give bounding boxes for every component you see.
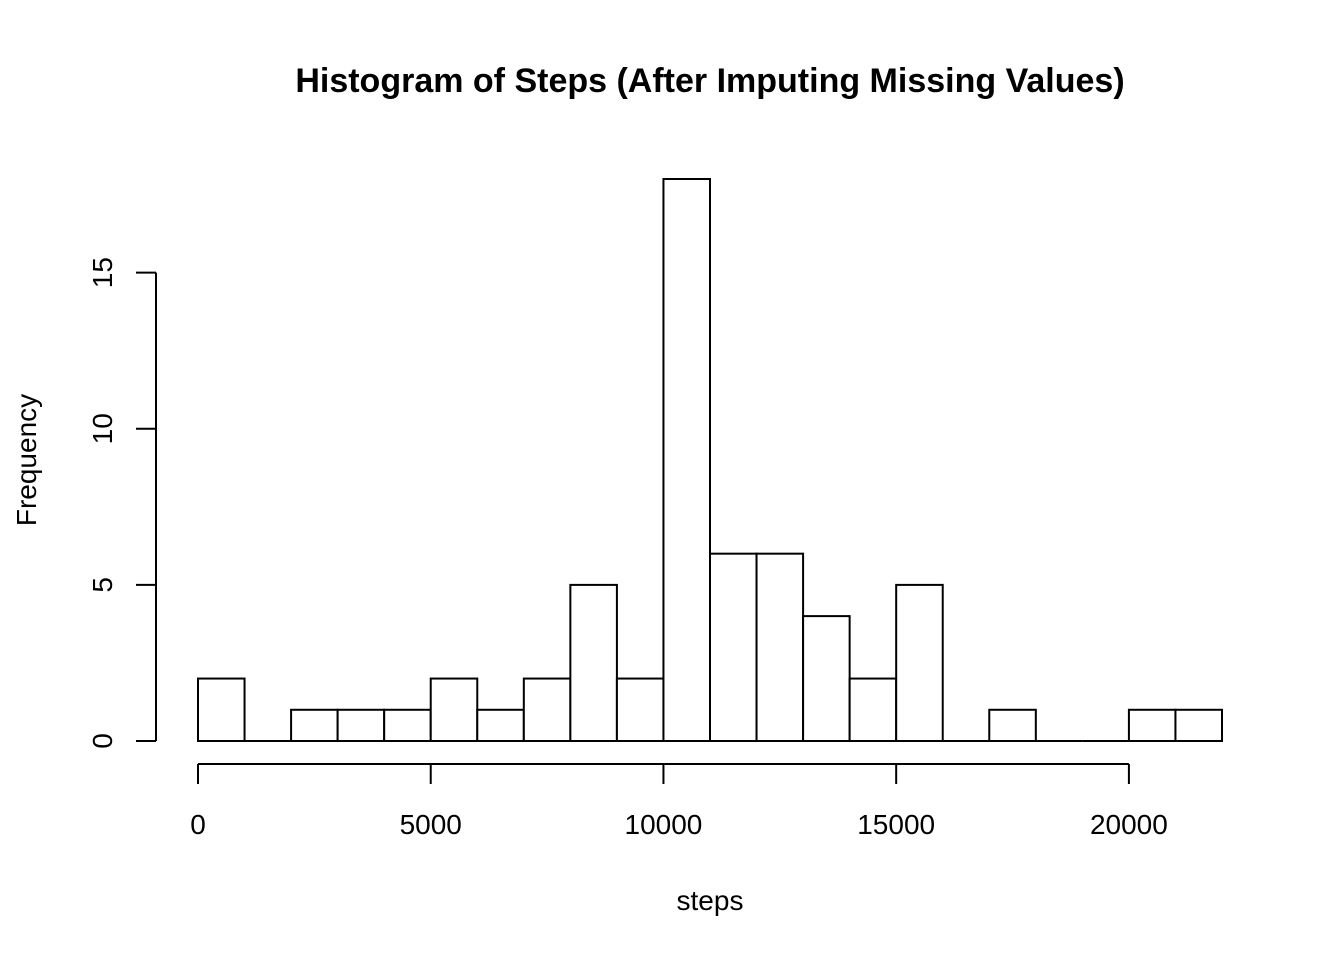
y-tick-label-0: 0 [87, 733, 118, 749]
x-tick-label-4: 20000 [1090, 809, 1168, 840]
x-axis: 0 5000 10000 15000 20000 [190, 763, 1168, 840]
y-axis: 0 5 10 15 [87, 257, 157, 749]
histogram-bar-17 [988, 708, 1037, 742]
histogram-bar-12 [755, 552, 805, 743]
y-tick-label-1: 5 [87, 577, 118, 593]
x-tick-label-3: 15000 [857, 809, 935, 840]
histogram-bar-15 [895, 583, 944, 743]
x-tick-label-1: 5000 [400, 809, 462, 840]
histogram-bar-5 [429, 677, 479, 742]
histogram-bar-0 [197, 677, 246, 742]
chart-title: Histogram of Steps (After Imputing Missi… [295, 62, 1124, 100]
histogram-bar-3 [336, 708, 386, 742]
histogram-bar-20 [1127, 708, 1177, 742]
histogram-bar-7 [522, 677, 572, 742]
y-tick-label-3: 15 [87, 257, 118, 288]
x-tick-label-2: 10000 [625, 809, 703, 840]
y-tick-label-2: 10 [87, 413, 118, 444]
y-axis-label: Frequency [11, 394, 42, 526]
histogram-bar-21 [1174, 708, 1224, 742]
histogram-bar-9 [615, 677, 665, 742]
histogram-bar-11 [709, 552, 758, 743]
histogram-bar-10 [662, 178, 711, 742]
histogram-bar-6 [476, 708, 525, 742]
histogram-bar-4 [383, 708, 432, 742]
histogram-bar-8 [569, 583, 618, 743]
bars-group [197, 178, 1224, 743]
x-axis-label: steps [677, 885, 744, 916]
x-tick-label-0: 0 [190, 809, 206, 840]
histogram-bar-14 [848, 677, 898, 742]
histogram-bar-13 [802, 615, 851, 742]
histogram-bar-2 [290, 708, 339, 742]
